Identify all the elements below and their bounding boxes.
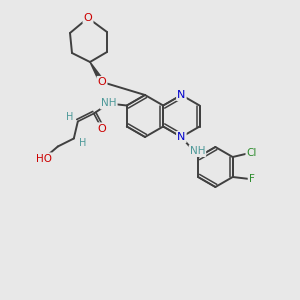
Text: O: O xyxy=(84,13,92,23)
Text: O: O xyxy=(98,77,106,87)
Text: O: O xyxy=(98,124,106,134)
Polygon shape xyxy=(90,62,104,83)
Text: NH: NH xyxy=(190,146,205,156)
Text: N: N xyxy=(177,132,186,142)
Text: Cl: Cl xyxy=(247,148,257,158)
Text: N: N xyxy=(177,90,186,100)
Text: H: H xyxy=(79,139,86,148)
Text: HO: HO xyxy=(36,154,52,164)
Text: H: H xyxy=(66,112,74,122)
Text: NH: NH xyxy=(101,98,117,109)
Text: F: F xyxy=(249,174,255,184)
